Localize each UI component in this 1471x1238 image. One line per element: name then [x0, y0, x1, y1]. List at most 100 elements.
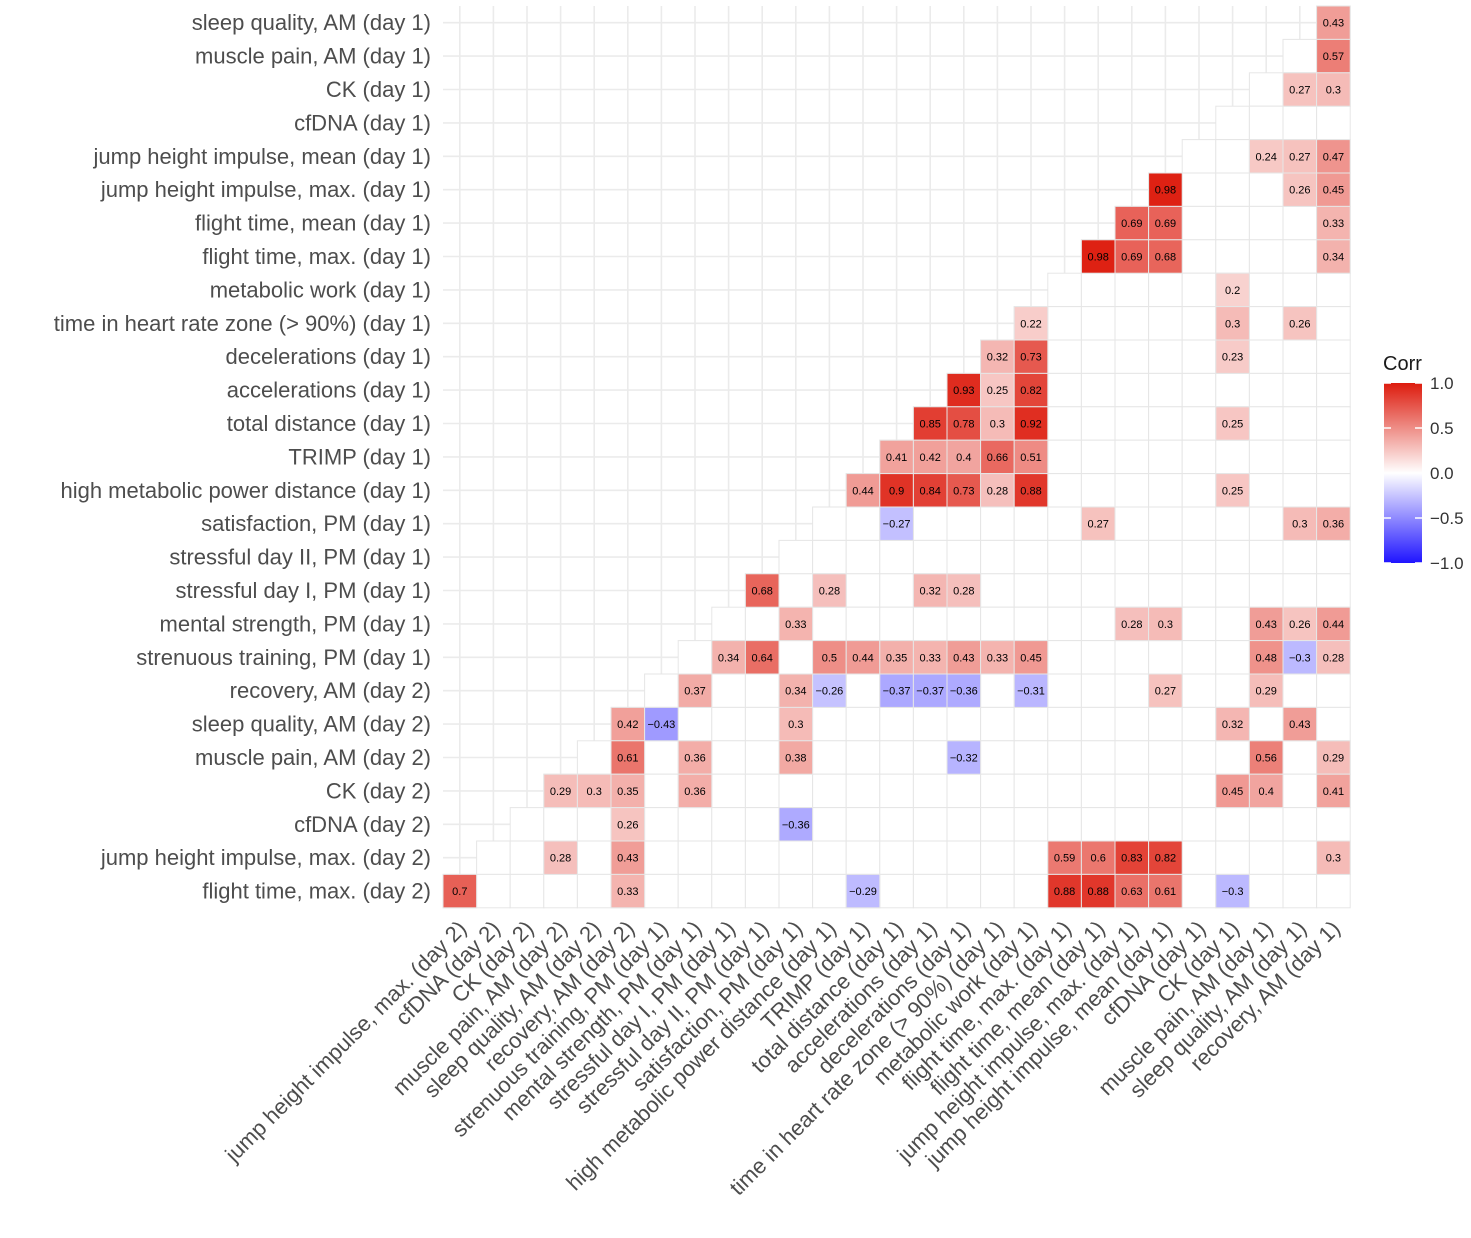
heatmap-empty-cell	[744, 873, 780, 909]
heatmap-cell	[879, 640, 914, 675]
heatmap-empty-cell	[1181, 573, 1217, 608]
heatmap-empty-cell	[1248, 205, 1284, 241]
heatmap-empty-cell	[1316, 372, 1351, 408]
cell-value-label: 0.64	[751, 652, 772, 664]
cell-value-label: 0.43	[1255, 619, 1276, 631]
cell-value-label: −0.37	[916, 686, 944, 698]
heatmap-cell	[1148, 840, 1183, 875]
cell-value-label: 0.5	[822, 652, 837, 664]
heatmap-empty-cell	[1181, 506, 1217, 541]
cell-value-label: 0.26	[617, 819, 638, 831]
heatmap-empty-cell	[1282, 473, 1318, 508]
cell-value-label: 0.9	[889, 485, 904, 497]
cell-value-label: 0.33	[919, 652, 940, 664]
heatmap-empty-cell	[1282, 439, 1318, 475]
heatmap-empty-cell	[946, 506, 982, 541]
cell-value-label: 0.43	[617, 853, 638, 865]
heatmap-cell	[1013, 473, 1049, 508]
legend-ticks: 1.0 0.5 0.0 −0.5 −1.0	[1384, 374, 1464, 573]
heatmap-empty-cell	[1181, 272, 1217, 308]
cell-value-label: 0.69	[1155, 218, 1176, 230]
heatmap-empty-cell	[778, 539, 814, 575]
heatmap-empty-cell	[812, 807, 847, 842]
y-tick-label: metabolic work (day 1)	[210, 277, 431, 302]
heatmap-cell	[711, 640, 746, 675]
heatmap-cell	[1248, 673, 1284, 708]
heatmap-empty-cell	[1013, 539, 1049, 575]
heatmap-empty-cell	[1148, 640, 1183, 675]
heatmap-empty-cell	[1248, 439, 1284, 475]
cell-value-label: 0.68	[751, 586, 772, 598]
cell-value-label: 0.41	[886, 452, 907, 464]
heatmap-empty-cell	[1114, 306, 1150, 341]
heatmap-empty-cell	[1181, 673, 1217, 708]
cell-value-label: 0.28	[953, 586, 974, 598]
cell-value-label: 0.43	[1323, 18, 1344, 30]
heatmap-empty-cell	[980, 606, 1015, 642]
heatmap-empty-cell	[912, 706, 948, 742]
cell-value-label: 0.43	[953, 652, 974, 664]
heatmap-cell	[912, 473, 948, 508]
heatmap-empty-cell	[980, 673, 1015, 708]
heatmap-empty-cell	[509, 873, 545, 909]
heatmap-empty-cell	[879, 606, 914, 642]
heatmap-cell	[1316, 239, 1351, 274]
heatmap-empty-cell	[1282, 807, 1318, 842]
heatmap-cell	[778, 606, 814, 642]
heatmap-empty-cell	[1148, 439, 1183, 475]
cell-value-label: 0.32	[919, 586, 940, 598]
heatmap-empty-cell	[1282, 205, 1318, 241]
heatmap-empty-cell	[1181, 306, 1217, 341]
heatmap-empty-cell	[946, 773, 982, 809]
cell-value-label: 0.3	[990, 419, 1005, 431]
heatmap-empty-cell	[1080, 740, 1116, 775]
cell-value-label: 0.42	[617, 719, 638, 731]
heatmap-cell	[812, 573, 847, 608]
cell-value-label: 0.57	[1323, 51, 1344, 63]
heatmap-empty-cell	[1181, 139, 1217, 174]
cell-value-label: 0.44	[852, 652, 873, 664]
legend-tick-label: −1.0	[1430, 554, 1464, 573]
heatmap-empty-cell	[1080, 773, 1116, 809]
heatmap-empty-cell	[1047, 473, 1082, 508]
heatmap-empty-cell	[1316, 873, 1351, 909]
cell-value-label: 0.38	[785, 753, 806, 765]
heatmap-empty-cell	[1047, 306, 1082, 341]
legend-tick-label: −0.5	[1430, 509, 1464, 528]
heatmap-cell	[677, 740, 713, 775]
cell-value-label: 0.3	[1158, 619, 1173, 631]
heatmap-cell	[1215, 706, 1250, 742]
heatmap-empty-cell	[1215, 640, 1250, 675]
cell-value-label: 0.82	[1020, 385, 1041, 397]
heatmap-empty-cell	[778, 640, 814, 675]
cell-value-label: 0.88	[1054, 886, 1075, 898]
cell-value-label: 0.25	[1222, 419, 1243, 431]
heatmap-empty-cell	[879, 740, 914, 775]
cell-value-label: 0.28	[550, 853, 571, 865]
heatmap-cell	[1080, 873, 1116, 909]
cell-value-label: 0.59	[1054, 853, 1075, 865]
heatmap-empty-cell	[980, 740, 1015, 775]
heatmap-empty-cell	[1248, 573, 1284, 608]
y-tick-label: satisfaction, PM (day 1)	[201, 511, 431, 536]
cell-value-label: 0.63	[1121, 886, 1142, 898]
heatmap-cell	[1248, 139, 1284, 174]
cell-value-label: 0.98	[1155, 185, 1176, 197]
heatmap-empty-cell	[1114, 740, 1150, 775]
heatmap-cell	[1047, 840, 1082, 875]
heatmap-empty-cell	[778, 573, 814, 608]
cell-value-label: 0.26	[1289, 185, 1310, 197]
heatmap-empty-cell	[1282, 539, 1318, 575]
y-tick-label: muscle pain, AM (day 1)	[195, 44, 431, 69]
cell-value-label: 0.34	[718, 652, 739, 664]
heatmap-empty-cell	[1215, 105, 1250, 141]
cell-value-label: 0.28	[987, 485, 1008, 497]
cell-value-label: 0.29	[1255, 686, 1276, 698]
heatmap-empty-cell	[980, 807, 1015, 842]
heatmap-empty-cell	[1080, 640, 1116, 675]
heatmap-empty-cell	[677, 706, 713, 742]
y-tick-label: stressful day II, PM (day 1)	[169, 545, 431, 570]
heatmap-cell	[1013, 640, 1049, 675]
heatmap-cell	[845, 640, 881, 675]
heatmap-empty-cell	[744, 773, 780, 809]
